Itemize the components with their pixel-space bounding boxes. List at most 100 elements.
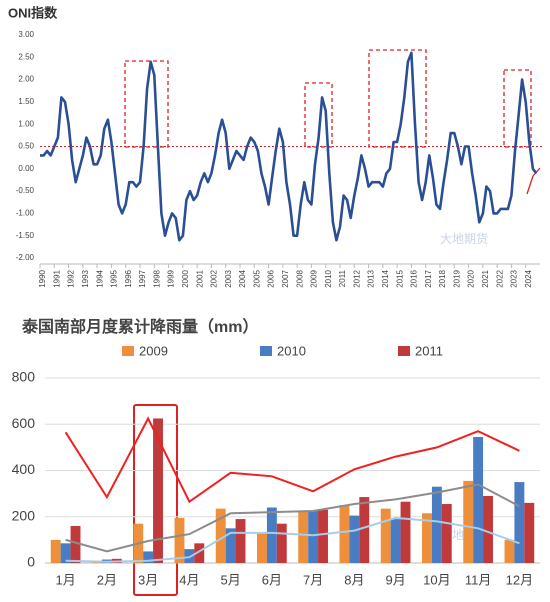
y-tick-label: 400 xyxy=(12,461,36,477)
x-tick-label: 1993 xyxy=(81,269,90,287)
x-tick-label: 2009 xyxy=(310,269,319,287)
y-tick-label: 1.00 xyxy=(18,119,34,128)
bar xyxy=(504,539,515,563)
x-tick-label: 2005 xyxy=(252,269,261,287)
x-tick-label: 2017 xyxy=(424,269,433,287)
bar xyxy=(60,543,71,563)
bar xyxy=(400,501,411,563)
x-tick-label: 1998 xyxy=(152,269,161,287)
y-tick-label: 2.50 xyxy=(18,52,34,61)
line-series xyxy=(40,51,538,242)
x-tick-label: 2007 xyxy=(281,269,290,287)
highlight-box xyxy=(368,49,427,148)
x-tick-label: 2020 xyxy=(467,269,476,287)
chart-title: 泰国南部月度累计降雨量（mm） xyxy=(21,317,258,336)
x-tick-label: 2010 xyxy=(324,269,333,287)
x-tick-label: 6月 xyxy=(262,572,282,587)
x-tick-label: 11月 xyxy=(465,572,492,587)
bar xyxy=(215,508,226,563)
y-tick-label: 0 xyxy=(27,554,35,570)
bar xyxy=(463,480,474,563)
legend-label: 2011 xyxy=(415,343,443,358)
arrow-line xyxy=(526,175,534,195)
bar xyxy=(298,510,309,563)
x-tick-label: 1997 xyxy=(138,269,147,287)
x-tick-label: 1992 xyxy=(67,269,76,287)
x-tick-label: 2014 xyxy=(381,269,390,287)
x-tick-label: 2021 xyxy=(481,269,490,287)
x-tick-label: 12月 xyxy=(506,572,533,587)
y-tick-label: 800 xyxy=(12,369,36,385)
x-tick-label: 2024 xyxy=(524,269,533,287)
highlight-box xyxy=(304,82,333,148)
x-tick-label: 2006 xyxy=(267,269,276,287)
bar xyxy=(266,507,277,563)
bar xyxy=(514,482,525,563)
bar xyxy=(422,513,432,563)
bar xyxy=(359,497,370,563)
highlight-box xyxy=(124,60,169,148)
x-tick-label: 2013 xyxy=(367,269,376,287)
bar xyxy=(390,519,401,563)
x-tick-label: 2003 xyxy=(224,269,233,287)
x-tick-label: 8月 xyxy=(344,572,364,587)
x-tick-label: 1991 xyxy=(52,269,61,287)
bar xyxy=(225,528,236,563)
highlight-boxes xyxy=(124,49,532,148)
bar xyxy=(194,543,205,563)
bar xyxy=(431,486,442,563)
y-tick-label: 3.00 xyxy=(18,30,34,39)
x-tick-label: 1月 xyxy=(56,572,76,587)
x-tick-label: 2012 xyxy=(352,269,361,287)
x-tick-label: 2018 xyxy=(438,269,447,287)
bar xyxy=(349,515,360,563)
bar xyxy=(276,523,287,563)
chart-title: ONI指数 xyxy=(8,5,58,20)
x-tick-label: 2008 xyxy=(295,269,304,287)
x-tick-label: 4月 xyxy=(179,572,199,587)
y-tick-label: 200 xyxy=(12,507,36,523)
x-tick-label: 7月 xyxy=(303,572,323,587)
watermark: 大地期货 xyxy=(440,231,488,246)
x-tick-label: 2002 xyxy=(210,269,219,287)
y-tick-label: -0.50 xyxy=(16,186,35,195)
x-tick-label: 2001 xyxy=(195,269,204,287)
bar xyxy=(308,510,319,563)
legend-label: 2009 xyxy=(139,343,168,358)
x-tick-label: 2月 xyxy=(97,572,117,587)
highlight-box xyxy=(133,404,178,596)
x-tick-label: 2000 xyxy=(181,269,190,287)
bar xyxy=(483,495,493,563)
bar xyxy=(524,502,535,563)
y-tick-label: -1.50 xyxy=(16,231,35,240)
y-tick-label: -1.00 xyxy=(16,209,35,218)
x-tick-label: 2016 xyxy=(410,269,419,287)
line-series xyxy=(64,416,520,504)
x-tick-label: 2004 xyxy=(238,269,247,287)
legend-swatch xyxy=(260,346,272,356)
x-tick-label: 1995 xyxy=(110,269,119,287)
bar xyxy=(50,539,61,563)
bar xyxy=(143,551,154,563)
x-tick-label: 1990 xyxy=(38,269,47,287)
x-tick-label: 9月 xyxy=(386,572,406,587)
x-tick-label: 2019 xyxy=(452,269,461,287)
legend-swatch xyxy=(398,346,410,356)
bar xyxy=(257,532,267,563)
x-tick-label: 3月 xyxy=(138,572,158,587)
x-tick-label: 10月 xyxy=(423,572,450,587)
bar xyxy=(441,504,452,563)
bar xyxy=(153,418,163,563)
arrow xyxy=(526,167,541,195)
y-tick-label: 1.50 xyxy=(18,97,34,106)
highlight-box xyxy=(503,69,532,148)
bar xyxy=(473,436,484,563)
bar xyxy=(174,517,185,563)
y-tick-label: -2.00 xyxy=(16,253,35,262)
x-tick-label: 2022 xyxy=(495,269,504,287)
line-series xyxy=(65,516,520,563)
x-tick-label: 1996 xyxy=(124,269,133,287)
line-series xyxy=(65,483,520,553)
x-tick-label: 1999 xyxy=(167,269,176,287)
